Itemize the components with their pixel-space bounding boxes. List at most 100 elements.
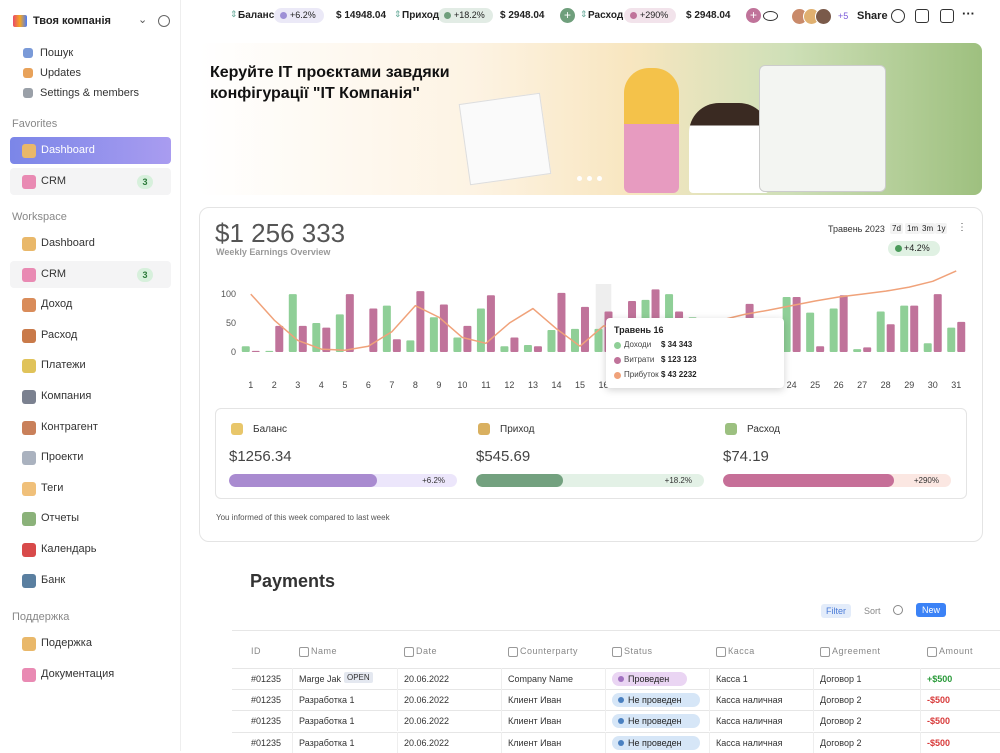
icon [22, 144, 36, 158]
workspace-name[interactable]: Твоя компанія [33, 15, 111, 27]
menu-item[interactable]: Settings & members [40, 87, 140, 99]
menu-item[interactable]: Updates [40, 67, 81, 79]
column-divider [709, 668, 710, 689]
status-dot [618, 697, 624, 704]
nav-label: Отчеты [41, 512, 80, 525]
column-icon [820, 647, 830, 657]
range-button[interactable]: 1y [935, 223, 948, 234]
tooltip-value: $ 43 2232 [661, 370, 697, 379]
column-divider [605, 668, 606, 689]
table-cell: 20.06.2022 [404, 695, 450, 706]
share[interactable]: Share [857, 10, 888, 22]
more-menu[interactable]: ⋮ [957, 222, 967, 233]
icon [725, 423, 737, 435]
open-button[interactable]: OPEN [344, 672, 373, 683]
range-button[interactable]: 7d [890, 223, 903, 234]
table-cell: #01235 [251, 674, 282, 684]
range-button[interactable]: 1m [905, 223, 921, 234]
table-cell: Договор 2 [820, 716, 862, 727]
icon [22, 267, 36, 282]
metric-dot [444, 12, 451, 19]
table-cell: Договор 1 [820, 674, 862, 684]
icon [22, 328, 36, 343]
tooltip-value: $ 34 343 [661, 340, 693, 349]
filter-button[interactable]: Filter [821, 604, 851, 618]
toolbar-icon[interactable] [891, 9, 905, 23]
change-dot [895, 245, 902, 252]
earnings-total: $1 256 333 [215, 218, 346, 248]
progress-fill [229, 474, 378, 487]
metric-value: $ 2948.04 [500, 10, 545, 21]
add-button[interactable]: + [746, 8, 761, 23]
period: Травень 2023 [828, 224, 885, 234]
illustration-person [624, 68, 679, 193]
payments-title: Payments [250, 571, 336, 591]
stats-box [215, 408, 967, 499]
carousel-dot[interactable] [597, 176, 602, 181]
table-cell: #01235 [251, 695, 282, 706]
table-cell: Касса наличная [716, 737, 783, 748]
icon [22, 543, 36, 557]
column-header: Касса [728, 646, 755, 656]
nav-item[interactable] [10, 137, 171, 164]
column-header: Name [311, 646, 338, 656]
metric-change: +18.2% [438, 8, 493, 23]
settings-circle [158, 15, 170, 27]
table-cell: Касса 1 [716, 674, 748, 684]
nav-label: Компания [41, 390, 92, 402]
new-button[interactable]: New [916, 603, 947, 617]
table-cell: Клиент Иван [508, 737, 562, 748]
column-icon [299, 647, 309, 657]
progress-change: +18.2% [664, 476, 692, 485]
illustration-window [759, 65, 886, 192]
tooltip-title: Травень 16 [614, 325, 664, 335]
column-divider [605, 731, 606, 753]
metric-dot [280, 12, 287, 19]
tooltip: Травень 16 Доходи $ 34 343 Витрати $ 123 123… [606, 318, 784, 388]
more-menu[interactable]: ··· [962, 6, 975, 21]
column-divider [920, 668, 921, 689]
range-button[interactable]: 3m [920, 223, 936, 234]
icon [23, 68, 33, 78]
toolbar-icon[interactable] [940, 9, 954, 23]
status-pill[interactable]: Не проведен [612, 693, 700, 708]
menu-item[interactable]: Пошук [40, 47, 74, 59]
add-button[interactable]: + [560, 8, 575, 23]
status-pill[interactable]: Проведен [612, 672, 688, 686]
nav-label: Доход [41, 298, 73, 311]
status-pill[interactable]: Не проведен [612, 714, 700, 729]
table-cell: -$500 [927, 695, 951, 706]
table-cell: Разработка 1 [299, 695, 355, 706]
table-cell: Договор 2 [820, 695, 862, 706]
column-divider [292, 668, 293, 689]
progress-fill [723, 474, 894, 487]
logo [13, 15, 27, 27]
nav-label: Проекти [41, 451, 84, 464]
icon [22, 451, 36, 466]
tooltip-name: Прибуток [624, 370, 659, 379]
table-cell: 20.06.2022 [404, 716, 450, 727]
metric-value: $ 14948.04 [336, 10, 387, 21]
tooltip-value: $ 123 123 [661, 355, 697, 364]
column-header: Amount [939, 646, 974, 656]
sidebar [0, 0, 181, 751]
stat-value: $74.19 [723, 448, 769, 465]
sort-button[interactable]: Sort [864, 606, 881, 616]
column-icon [716, 647, 726, 657]
table-cell: +$500 [927, 674, 953, 684]
eye-icon[interactable] [763, 11, 778, 21]
nav-label: Расход [41, 328, 78, 341]
more-avatars: +5 [838, 11, 849, 21]
column-divider [605, 710, 606, 732]
column-divider [709, 689, 710, 711]
table-cell: #01235 [251, 737, 282, 748]
carousel-dot[interactable] [577, 176, 582, 181]
column-divider [397, 710, 398, 732]
progress-change: +6.2% [422, 476, 445, 485]
icon [22, 512, 36, 527]
toolbar-icon[interactable] [915, 9, 929, 23]
status-pill[interactable]: Не проведен [612, 735, 700, 750]
search-icon[interactable] [893, 605, 903, 615]
nav-label: Dashboard [41, 237, 95, 249]
carousel-dot[interactable] [587, 176, 592, 181]
